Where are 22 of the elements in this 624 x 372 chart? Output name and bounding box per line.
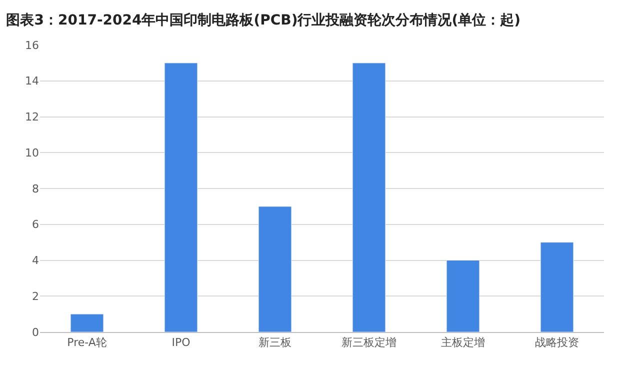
y-tick-label: 0 — [32, 326, 39, 339]
x-tick-label: 战略投资 — [535, 336, 579, 350]
bar — [258, 206, 292, 332]
x-tick-label: 新三板定增 — [342, 336, 396, 350]
y-tick-label: 6 — [32, 218, 39, 232]
y-tick-label: 4 — [32, 254, 39, 268]
y-tick-label: 10 — [25, 146, 39, 160]
y-tick-label: 8 — [32, 182, 39, 196]
y-tick-label: 2 — [32, 290, 39, 303]
bar — [70, 314, 104, 332]
y-tick-label: 12 — [25, 110, 39, 124]
x-tick-label: Pre-A轮 — [67, 336, 107, 350]
x-tick-label: 新三板 — [258, 336, 292, 350]
bar — [164, 62, 198, 332]
x-tick-label: IPO — [172, 336, 191, 350]
x-tick-label: 主板定增 — [441, 336, 485, 350]
bar — [352, 62, 386, 332]
bar — [446, 260, 480, 332]
y-tick-label: 14 — [25, 74, 39, 88]
chart-title: 图表3：2017-2024年中国印制电路板(PCB)行业投融资轮次分布情况(单位：起) — [6, 12, 521, 29]
bar — [540, 242, 574, 332]
y-tick-label: 16 — [25, 38, 39, 52]
